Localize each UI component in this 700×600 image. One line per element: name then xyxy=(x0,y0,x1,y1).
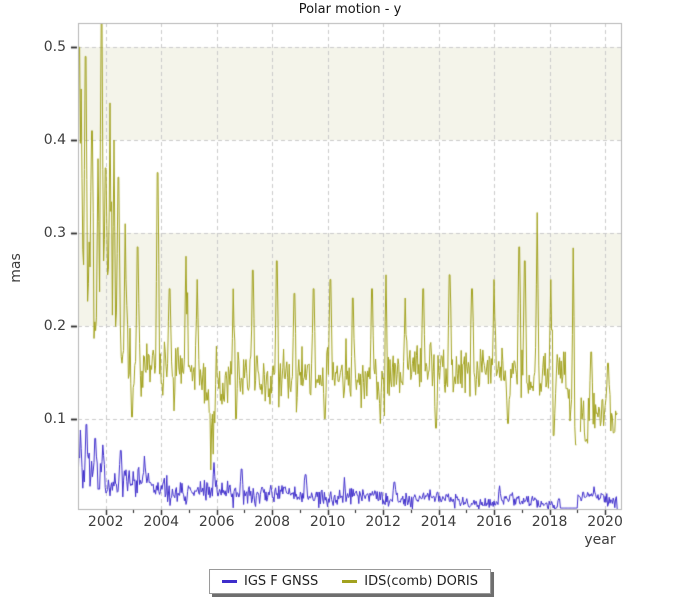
x-tick-label: 2014 xyxy=(420,514,457,530)
legend: IGS F GNSS IDS(comb) DORIS xyxy=(209,569,491,594)
x-axis-label: year xyxy=(584,532,616,548)
legend-item-igs-f-gnss: IGS F GNSS xyxy=(222,574,318,589)
x-tick-label: 2008 xyxy=(254,514,290,530)
x-tick-label: 2010 xyxy=(309,514,346,530)
y-tick-label: 0.3 xyxy=(43,225,66,241)
legend-line-swatch-ids xyxy=(342,580,358,583)
legend-line-swatch-igs xyxy=(222,580,238,583)
y-axis-label: mas xyxy=(8,253,24,283)
x-tick-label: 2020 xyxy=(587,514,623,530)
legend-label-ids: IDS(comb) DORIS xyxy=(364,574,478,589)
y-tick-label: 0.1 xyxy=(43,410,66,427)
y-tick-label: 0.2 xyxy=(43,317,66,334)
y-tick-label: 0.5 xyxy=(43,39,66,56)
x-tick-label: 2002 xyxy=(87,514,124,530)
legend-label-igs: IGS F GNSS xyxy=(244,574,319,589)
x-tick-label: 2018 xyxy=(531,514,568,530)
chart-title: Polar motion - y xyxy=(298,2,402,17)
x-tick-label: 2012 xyxy=(365,514,401,530)
x-tick-label: 2004 xyxy=(143,514,180,530)
x-tick-label: 2006 xyxy=(198,514,235,530)
legend-item-ids-comb-doris: IDS(comb) DORIS xyxy=(342,574,478,589)
x-tick-label: 2016 xyxy=(476,514,512,530)
y-tick-label: 0.4 xyxy=(43,132,66,149)
